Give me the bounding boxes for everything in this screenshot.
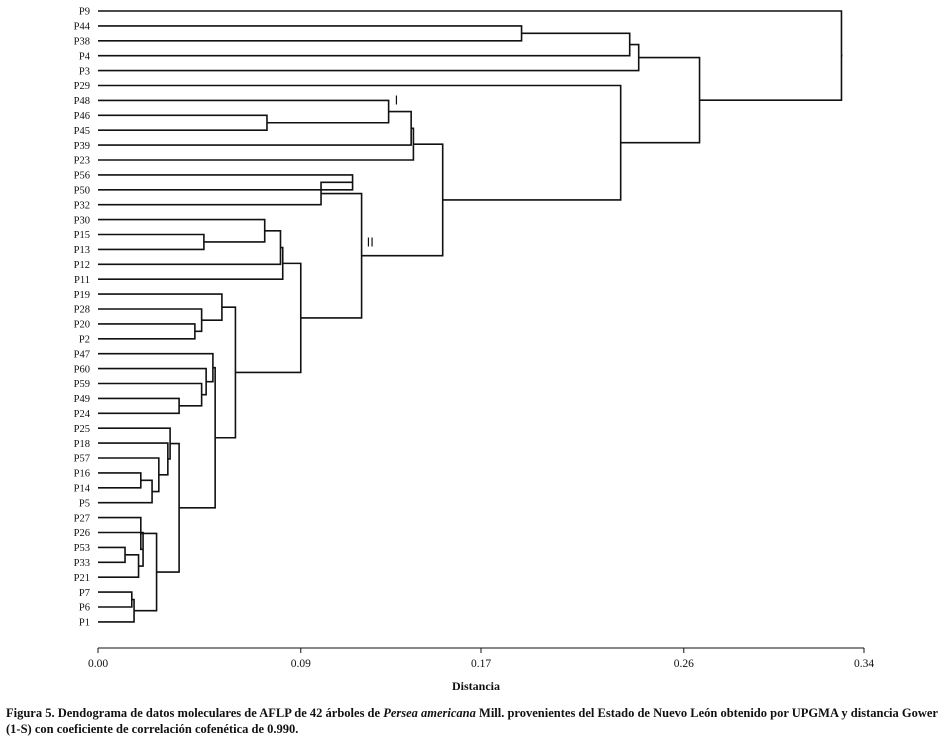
branch-m18 bbox=[98, 382, 203, 407]
leaf-label-p11: P11 bbox=[74, 275, 90, 286]
branch-m31 bbox=[98, 598, 135, 623]
leaf-label-p18: P18 bbox=[74, 439, 90, 450]
branch-m34 bbox=[179, 366, 216, 509]
leaf-label-p59: P59 bbox=[74, 379, 90, 390]
branch-m15 bbox=[98, 308, 203, 333]
x-axis-title: Distancia bbox=[452, 679, 500, 693]
leaf-label-p5: P5 bbox=[79, 498, 90, 509]
leaf-label-p32: P32 bbox=[74, 200, 90, 211]
branch-m10 bbox=[98, 233, 205, 251]
x-tick-label-0: 0.00 bbox=[88, 658, 108, 670]
x-tick-label-3: 0.26 bbox=[674, 658, 694, 670]
leaf-label-p3: P3 bbox=[79, 66, 90, 77]
branch-m27 bbox=[98, 554, 140, 578]
leaf-label-p30: P30 bbox=[74, 215, 90, 226]
branch-m12 bbox=[98, 229, 282, 266]
leaf-label-p25: P25 bbox=[74, 424, 90, 435]
leaf-label-p57: P57 bbox=[74, 454, 90, 465]
caption-species: Persea americana bbox=[383, 706, 476, 720]
leaf-label-p7: P7 bbox=[79, 588, 90, 599]
branch-m8 bbox=[98, 174, 354, 191]
leaf-label-p53: P53 bbox=[74, 543, 90, 554]
leaf-label-p23: P23 bbox=[74, 156, 90, 167]
x-axis: 0.00 0.09 0.17 0.26 0.34 bbox=[88, 647, 874, 670]
branch-m20 bbox=[98, 352, 214, 383]
dendrogram-branches bbox=[98, 10, 843, 623]
branch-m13 bbox=[98, 246, 284, 280]
leaf-label-p33: P33 bbox=[74, 558, 90, 569]
leaf-label-p47: P47 bbox=[74, 349, 90, 360]
branch-m28 bbox=[98, 531, 144, 567]
leaf-label-p44: P44 bbox=[74, 22, 91, 33]
leaf-label-p20: P20 bbox=[74, 320, 90, 331]
leaf-label-p4: P4 bbox=[79, 51, 91, 62]
leaf-label-p45: P45 bbox=[74, 126, 90, 137]
leaf-label-p9: P9 bbox=[79, 7, 90, 18]
branch-m16 bbox=[98, 293, 223, 321]
leaf-label-p15: P15 bbox=[74, 230, 90, 241]
branch-m7 bbox=[98, 127, 415, 161]
leaf-label-p24: P24 bbox=[74, 409, 91, 420]
branch-m23 bbox=[98, 457, 160, 493]
branch-m21 bbox=[98, 472, 142, 489]
branch-m4 bbox=[98, 114, 268, 131]
x-tick-label-1: 0.09 bbox=[291, 658, 311, 670]
leaf-label-p50: P50 bbox=[74, 186, 90, 197]
caption-suffix: Mill. provenientes del Estado de Nuevo L… bbox=[6, 706, 938, 736]
leaf-label-p1: P1 bbox=[79, 618, 90, 629]
cluster-label-2: II bbox=[367, 235, 374, 250]
leaf-label-p19: P19 bbox=[74, 290, 90, 301]
leaf-labels: P9 P44 P38 P4 P3 P29 P48 P46 P45 P39 P23 P56 P50 P32 P… bbox=[74, 7, 91, 629]
branch-m40 bbox=[620, 56, 701, 144]
leaf-label-p14: P14 bbox=[74, 484, 91, 495]
x-tick-label-4: 0.34 bbox=[854, 658, 874, 670]
branch-m29 bbox=[98, 516, 144, 551]
leaf-label-p39: P39 bbox=[74, 141, 90, 152]
branch-m35 bbox=[215, 306, 237, 439]
branch-m22 bbox=[98, 479, 153, 504]
leaf-label-p27: P27 bbox=[74, 513, 90, 524]
cluster-annotations: III bbox=[367, 93, 399, 250]
branch-m9 bbox=[98, 181, 353, 206]
branch-m6 bbox=[98, 110, 412, 146]
leaf-label-p56: P56 bbox=[74, 171, 90, 182]
leaf-label-p6: P6 bbox=[79, 603, 90, 614]
leaf-label-p13: P13 bbox=[74, 245, 90, 256]
branch-m5 bbox=[98, 99, 390, 124]
branch-m14 bbox=[98, 323, 196, 340]
branch-m19 bbox=[98, 367, 207, 396]
cluster-label-1: I bbox=[395, 93, 399, 108]
leaf-label-p46: P46 bbox=[74, 111, 90, 122]
leaf-label-p49: P49 bbox=[74, 394, 90, 405]
branch-m1 bbox=[98, 25, 523, 42]
branch-m26 bbox=[98, 546, 126, 564]
branch-m37 bbox=[300, 192, 363, 319]
dendrogram-chart: P9 P44 P38 P4 P3 P29 P48 P46 P45 P39 P23 P56 P50 P32 P… bbox=[74, 7, 875, 693]
branch-m39 bbox=[98, 84, 622, 201]
caption-prefix: Figura 5. Dendograma de datos moleculare… bbox=[6, 706, 384, 720]
leaf-label-p16: P16 bbox=[74, 469, 90, 480]
branch-m32 bbox=[134, 532, 158, 612]
leaf-label-p2: P2 bbox=[79, 335, 90, 346]
branch-m25 bbox=[98, 427, 171, 460]
branch-m11 bbox=[98, 218, 266, 243]
leaf-label-p29: P29 bbox=[74, 81, 90, 92]
leaf-label-p60: P60 bbox=[74, 364, 90, 375]
branch-m30 bbox=[98, 591, 133, 608]
leaf-label-p28: P28 bbox=[74, 305, 90, 316]
branch-m17 bbox=[98, 397, 180, 415]
x-tick-label-2: 0.17 bbox=[471, 658, 491, 670]
branch-m3 bbox=[98, 43, 640, 72]
leaf-label-p21: P21 bbox=[74, 573, 90, 584]
leaf-label-p26: P26 bbox=[74, 528, 90, 539]
branch-m2 bbox=[98, 32, 631, 57]
leaf-label-p48: P48 bbox=[74, 96, 90, 107]
figure-caption: Figura 5. Dendograma de datos moleculare… bbox=[6, 705, 946, 737]
leaf-label-p12: P12 bbox=[74, 260, 90, 271]
branch-m24 bbox=[98, 442, 169, 476]
leaf-label-p38: P38 bbox=[74, 37, 90, 48]
